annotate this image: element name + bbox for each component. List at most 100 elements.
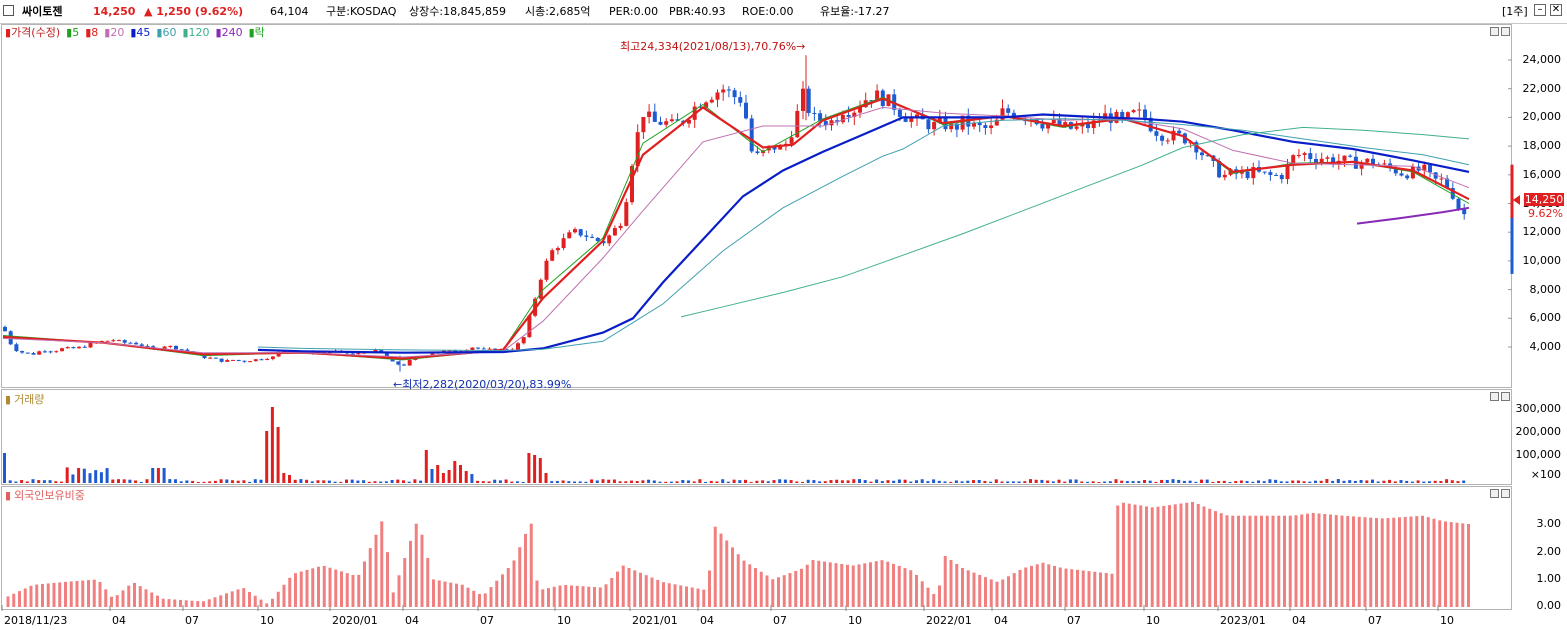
minimize-icon[interactable]: – [1534, 4, 1546, 16]
foreign-ratio-bar [449, 582, 453, 607]
x-axis-label: 04 [405, 614, 419, 627]
legend-item[interactable]: ▮가격(수정) [5, 26, 63, 39]
pane-minimize-icon[interactable] [1490, 27, 1499, 36]
candle-body [555, 248, 560, 251]
stock-name[interactable]: 싸이토젠 [22, 5, 63, 18]
foreign-ratio-bar [202, 601, 205, 607]
x-axis-label: 04 [1292, 614, 1306, 627]
volume-bar [1359, 479, 1363, 483]
candle-body [829, 120, 834, 126]
pane-maximize-icon[interactable] [1501, 392, 1510, 401]
foreign-ratio-bar [1386, 518, 1390, 607]
volume-bar [772, 480, 776, 483]
ma-line-120 [680, 126, 1470, 318]
foreign-ratio-bar [495, 580, 499, 607]
candle-body [977, 122, 982, 126]
legend-item[interactable]: ▮락 [249, 26, 268, 39]
volume-legend: ▮ 거래량 [5, 393, 45, 406]
foreign-ratio-bar [719, 533, 723, 607]
foreign-ratio-bar [512, 560, 516, 607]
candle-body [1137, 109, 1142, 111]
volume-bar [880, 481, 884, 483]
candle-body [715, 92, 720, 100]
candle-body [709, 99, 714, 103]
volume-bar [1371, 479, 1374, 483]
candle-body [1319, 158, 1324, 163]
foreign-ratio-bar [46, 583, 50, 607]
candle-body [1171, 130, 1176, 141]
volume-y-tick: 200,000 [1515, 425, 1562, 438]
volume-bar [208, 481, 212, 483]
foreign-ratio-bar [1444, 521, 1447, 607]
volume-bar [1131, 481, 1135, 483]
period-button[interactable]: [1주] [1502, 5, 1528, 18]
candle-body [647, 111, 652, 117]
volume-bar [8, 480, 12, 483]
select-checkbox[interactable] [3, 5, 14, 16]
volume-plot-area[interactable] [1, 389, 1512, 485]
x-axis-label: 10 [848, 614, 862, 627]
price-plot-area[interactable] [1, 24, 1512, 388]
foreign-ratio-bar [230, 591, 234, 607]
volume-bar [54, 481, 58, 483]
x-axis-label: 2022/01 [926, 614, 972, 627]
volume-bar [1029, 479, 1032, 483]
candle-body [949, 123, 954, 130]
volume-bar [801, 481, 804, 483]
candle-body [926, 119, 931, 130]
candle-body [1143, 109, 1147, 118]
legend-item[interactable]: ▮60 [156, 26, 179, 39]
foreign-ratio-bar [1369, 517, 1373, 607]
legend-item[interactable]: ▮240 [216, 26, 246, 39]
legend-item[interactable]: ▮8 [85, 26, 101, 39]
volume-bar [402, 480, 405, 483]
legend-swatch: ▮ [130, 26, 137, 39]
candle-body [253, 359, 258, 362]
pane-maximize-icon[interactable] [1501, 489, 1510, 498]
foreign-ratio-bar [552, 586, 556, 607]
candle-body [37, 351, 42, 355]
volume-value: 64,104 [270, 5, 309, 18]
pane-minimize-icon[interactable] [1490, 392, 1499, 401]
pane-maximize-icon[interactable] [1501, 27, 1510, 36]
candle-body [1365, 158, 1370, 163]
pbr-value: PBR:40.93 [669, 5, 726, 18]
candle-body [550, 250, 555, 261]
foreign-ratio-bar [685, 586, 688, 607]
volume-bar [658, 481, 662, 483]
foreign-ratio-bar [1317, 513, 1321, 607]
foreign-ratio-bar [1288, 515, 1292, 607]
foreign-ratio-bar [1104, 573, 1108, 607]
close-icon[interactable]: ✕ [1550, 4, 1562, 16]
foreign-ratio-bar [138, 586, 142, 607]
foreign-ratio-bar [104, 589, 108, 607]
foreign-ratio-bar [581, 586, 585, 607]
legend-item[interactable]: ▮45 [130, 26, 153, 39]
volume-bar [960, 481, 964, 483]
volume-bar [459, 465, 462, 483]
candle-body [612, 228, 617, 236]
foreign-ratio-bar [863, 563, 867, 607]
foreign-ratio-bar [972, 572, 976, 607]
candle-body [1086, 123, 1090, 129]
volume-bar [139, 481, 143, 483]
legend-item[interactable]: ▮5 [66, 26, 82, 39]
foreign-ratio-bar [805, 564, 809, 607]
volume-bar [516, 481, 519, 483]
candle-body [219, 358, 224, 362]
volume-bar [835, 479, 839, 483]
candle-body [202, 354, 207, 359]
candle-body [1291, 155, 1296, 165]
volume-bar [1063, 481, 1067, 483]
legend-item[interactable]: ▮120 [182, 26, 212, 39]
price-y-tick: 8,000 [1529, 282, 1562, 296]
price-y-tick: 6,000 [1529, 311, 1562, 325]
volume-bar [94, 470, 98, 483]
price-y-tick: 22,000 [1522, 81, 1562, 95]
foreign-ratio-bar [702, 589, 706, 607]
legend-item[interactable]: ▮20 [104, 26, 127, 39]
candle-body [738, 97, 743, 103]
pane-minimize-icon[interactable] [1490, 489, 1499, 498]
candle-body [726, 89, 731, 91]
volume-bar [436, 465, 440, 483]
